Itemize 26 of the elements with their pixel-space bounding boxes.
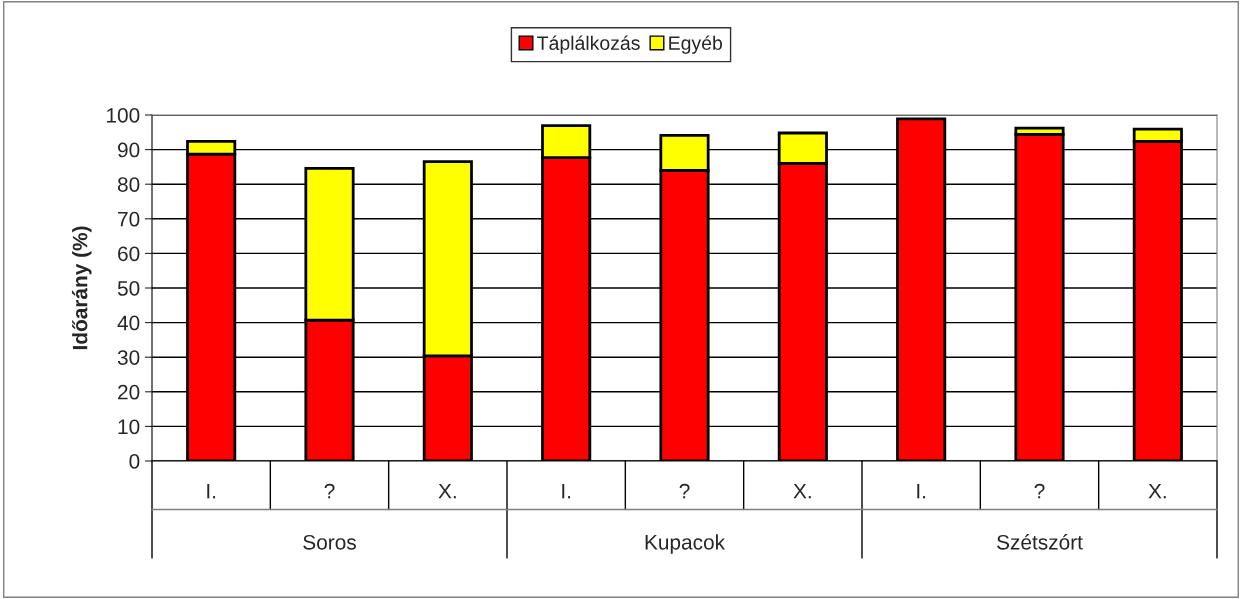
y-tick-label: 20 [118,384,140,400]
legend-label: Egyéb [669,35,722,54]
y-axis-title: Időarány (%) [71,226,92,350]
x-tick-label: I. [562,483,571,499]
x-tick-label: ? [679,483,690,499]
x-tick-label: ? [1034,483,1045,499]
text: Soros [303,534,356,550]
y-tick-label: 0 [129,454,140,469]
x-tick-label: I. [917,483,926,499]
x-tick-label: X. [793,483,811,499]
y-tick-label: 100 [107,108,140,123]
x-tick-label: X. [438,483,456,499]
x-tick-label: ? [324,483,335,499]
y-tick-label: 80 [117,177,140,192]
x-tick-label: I. [207,483,216,499]
y-tick-label: 70 [118,211,140,227]
y-tick-label: 40 [117,315,140,331]
x-tick-label: X. [1148,483,1166,499]
y-tick-label: 60 [118,246,140,262]
y-tick-label: 90 [118,142,140,158]
text: Kupacok [645,534,726,554]
y-tick-label: 50 [117,281,140,296]
legend-label: Táplálkozás [537,35,640,54]
y-tick-label: 30 [117,350,140,365]
y-tick-label: 10 [118,419,140,435]
text: Szétszórt [997,534,1083,550]
